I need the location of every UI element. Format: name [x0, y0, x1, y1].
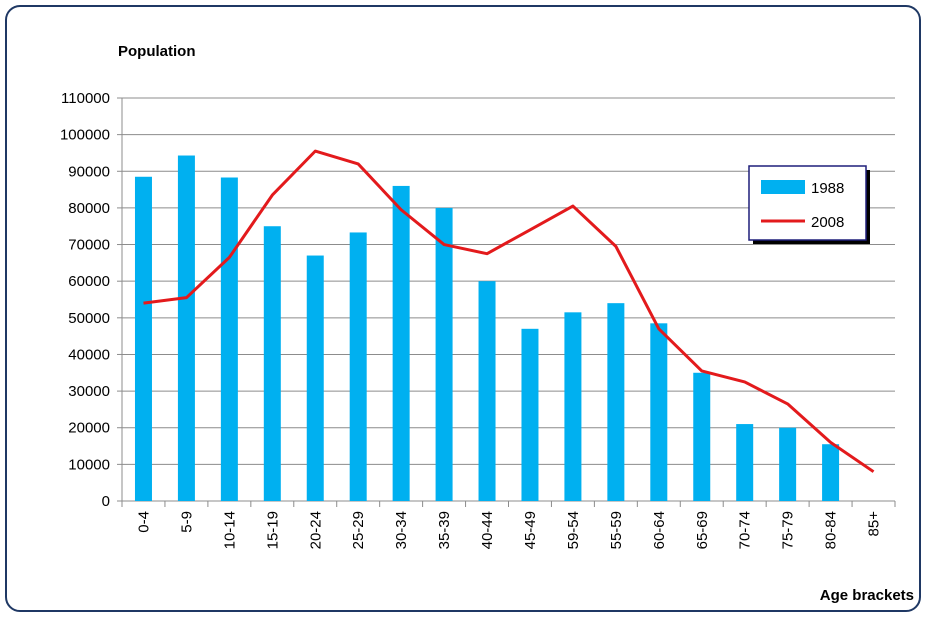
- x-tick-label: 55-59: [608, 511, 625, 549]
- y-axis-title: Population: [118, 43, 196, 60]
- x-tick-label: 75-79: [780, 511, 797, 549]
- bar: [736, 424, 754, 501]
- x-tick-label: 45-49: [522, 511, 539, 549]
- x-tick-label: 35-39: [436, 511, 453, 549]
- x-tick-label: 30-34: [393, 511, 410, 549]
- bar: [607, 303, 625, 501]
- y-tick-label: 110000: [61, 90, 110, 107]
- bar: [693, 372, 711, 501]
- bar: [650, 323, 668, 501]
- bar: [306, 255, 324, 501]
- y-tick-label: 20000: [68, 420, 110, 437]
- legend-swatch: [761, 180, 805, 194]
- legend-label: 2008: [811, 214, 844, 231]
- y-tick-label: 30000: [68, 383, 110, 400]
- y-tick-label: 80000: [68, 200, 110, 217]
- y-tick-label: 90000: [68, 163, 110, 180]
- x-tick-label: 15-19: [264, 511, 281, 549]
- bar: [134, 176, 152, 501]
- bar: [435, 207, 453, 501]
- x-tick-label: 5-9: [178, 511, 195, 533]
- x-tick-label: 40-44: [479, 511, 496, 549]
- line: [143, 149, 875, 473]
- x-tick-label: 70-74: [737, 511, 754, 549]
- bar: [392, 185, 410, 501]
- legend: [748, 165, 867, 241]
- bar: [521, 328, 539, 501]
- x-tick-label: 80-84: [823, 511, 840, 549]
- y-tick-label: 50000: [68, 310, 110, 327]
- y-tick-label: 0: [102, 493, 110, 510]
- legend-label: 1988: [811, 180, 844, 197]
- bar: [220, 177, 238, 501]
- x-tick-label: 59-54: [565, 511, 582, 549]
- x-tick-label: 65-69: [694, 511, 711, 549]
- x-tick-label: 25-29: [350, 511, 367, 549]
- x-axis-title: Age brackets: [820, 587, 914, 604]
- x-tick-label: 10-14: [221, 511, 238, 549]
- bar: [779, 427, 797, 501]
- bar: [349, 232, 367, 502]
- bar: [177, 155, 195, 501]
- x-tick-label: 85+: [866, 511, 883, 537]
- bar: [263, 226, 281, 501]
- bar: [564, 312, 582, 501]
- x-tick-label: 0-4: [135, 511, 152, 533]
- bar: [478, 281, 496, 501]
- y-tick-label: 60000: [68, 273, 110, 290]
- y-tick-label: 70000: [68, 237, 110, 254]
- y-tick-label: 10000: [68, 456, 110, 473]
- y-tick-label: 40000: [68, 346, 110, 363]
- x-tick-label: 60-64: [651, 511, 668, 549]
- x-tick-label: 20-24: [307, 511, 324, 549]
- y-tick-label: 100000: [60, 127, 110, 144]
- bar: [822, 444, 840, 501]
